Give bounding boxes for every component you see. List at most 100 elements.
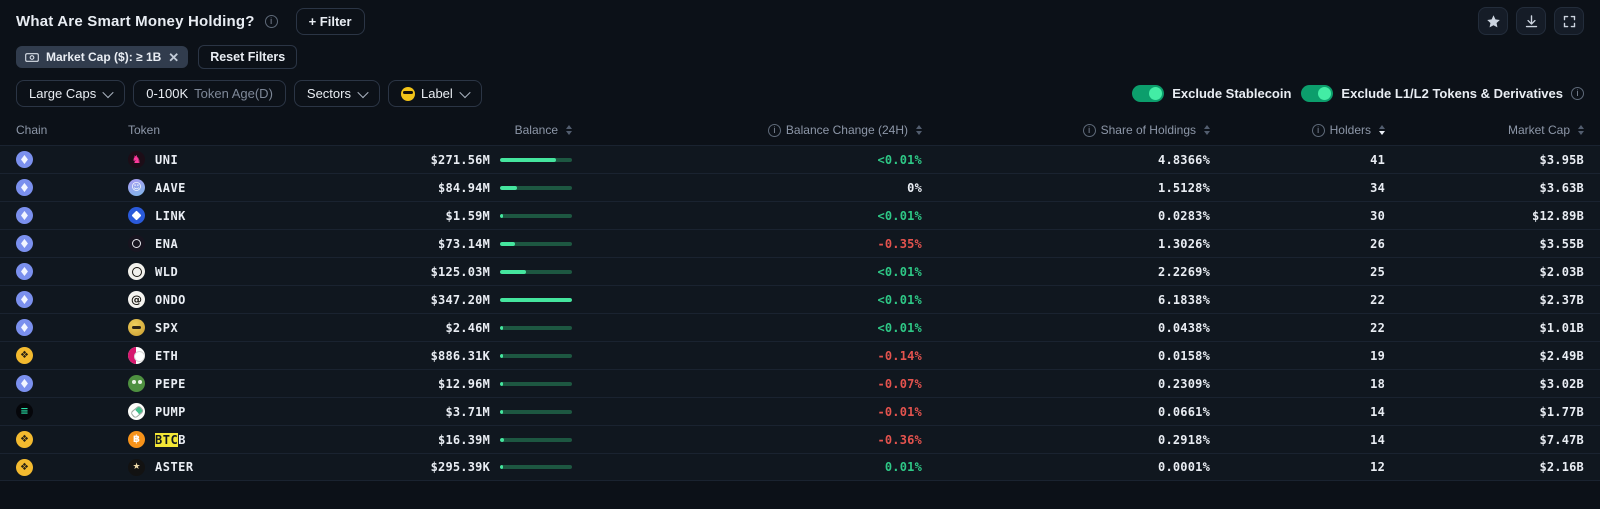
- balance-bar: [500, 270, 572, 274]
- market-cap-filter-chip[interactable]: Market Cap ($): ≥ 1B ✕: [16, 46, 188, 68]
- chain-cell: [16, 179, 128, 196]
- token-age-filter[interactable]: 0-100K Token Age(D): [133, 80, 286, 107]
- token-cell[interactable]: ENA: [128, 235, 314, 252]
- token-cell[interactable]: ETH: [128, 347, 314, 364]
- token-symbol[interactable]: UNI: [155, 153, 178, 167]
- balance-bar: [500, 298, 572, 302]
- reset-filters-button[interactable]: Reset Filters: [198, 45, 297, 69]
- sort-icon: [1578, 125, 1584, 135]
- token-symbol[interactable]: ASTER: [155, 460, 194, 474]
- chain-icon: [16, 291, 33, 308]
- balance-change-info-icon[interactable]: i: [768, 124, 781, 137]
- chain-icon: [16, 263, 33, 280]
- market-cap-value: $7.47B: [1385, 433, 1584, 447]
- smart-money-emoji-icon: [401, 87, 415, 101]
- token-symbol[interactable]: SPX: [155, 321, 178, 335]
- token-symbol[interactable]: PUMP: [155, 405, 186, 419]
- chain-icon: [16, 179, 33, 196]
- token-cell[interactable]: PUMP: [128, 403, 314, 420]
- table-header-row: Chain Token Balance i Balance Change (24…: [0, 115, 1600, 145]
- star-icon: [1486, 14, 1501, 29]
- large-caps-dropdown[interactable]: Large Caps: [16, 80, 125, 107]
- token-cell[interactable]: SPX: [128, 319, 314, 336]
- token-symbol[interactable]: LINK: [155, 209, 186, 223]
- token-cell[interactable]: AAVE: [128, 179, 314, 196]
- exclude-stablecoin-toggle[interactable]: [1132, 85, 1164, 102]
- column-header-share[interactable]: i Share of Holdings: [922, 123, 1210, 137]
- share-of-holdings-value: 4.8366%: [922, 153, 1210, 167]
- chain-cell: [16, 403, 128, 420]
- column-header-balance[interactable]: Balance: [314, 123, 572, 137]
- token-symbol[interactable]: ENA: [155, 237, 178, 251]
- column-header-holders[interactable]: i Holders: [1210, 123, 1385, 137]
- fullscreen-button[interactable]: [1554, 7, 1584, 35]
- holders-value: 22: [1210, 321, 1385, 335]
- control-row: Large Caps 0-100K Token Age(D) Sectors L…: [0, 73, 1600, 113]
- balance-change-value: -0.14%: [572, 349, 922, 363]
- balance-value: $1.59M: [445, 209, 490, 223]
- table-row[interactable]: UNI $271.56M <0.01% 4.8366% 41 $3.95B: [0, 145, 1600, 173]
- token-icon: [128, 263, 145, 280]
- column-header-market-cap[interactable]: Market Cap: [1385, 123, 1584, 137]
- sectors-dropdown[interactable]: Sectors: [294, 80, 380, 107]
- favorite-button[interactable]: [1478, 7, 1508, 35]
- token-cell[interactable]: PEPE: [128, 375, 314, 392]
- chain-cell: [16, 431, 128, 448]
- table-row[interactable]: ETH $886.31K -0.14% 0.0158% 19 $2.49B: [0, 341, 1600, 369]
- title-info-icon[interactable]: i: [265, 15, 278, 28]
- balance-bar: [500, 354, 572, 358]
- token-symbol[interactable]: ETH: [155, 349, 178, 363]
- remove-filter-icon[interactable]: ✕: [168, 51, 179, 64]
- table-row[interactable]: SPX $2.46M <0.01% 0.0438% 22 $1.01B: [0, 313, 1600, 341]
- table-row[interactable]: AAVE $84.94M 0% 1.5128% 34 $3.63B: [0, 173, 1600, 201]
- holders-info-icon[interactable]: i: [1312, 124, 1325, 137]
- token-symbol[interactable]: PEPE: [155, 377, 186, 391]
- token-cell[interactable]: WLD: [128, 263, 314, 280]
- token-symbol[interactable]: WLD: [155, 265, 178, 279]
- table-body: UNI $271.56M <0.01% 4.8366% 41 $3.95B AA…: [0, 145, 1600, 481]
- label-dropdown[interactable]: Label: [388, 80, 482, 107]
- token-cell[interactable]: ASTER: [128, 459, 314, 476]
- token-symbol[interactable]: AAVE: [155, 181, 186, 195]
- holders-value: 26: [1210, 237, 1385, 251]
- balance-bar: [500, 326, 572, 330]
- exclude-l1l2-toggle[interactable]: [1301, 85, 1333, 102]
- share-of-holdings-value: 1.5128%: [922, 181, 1210, 195]
- table-row[interactable]: PUMP $3.71M -0.01% 0.0661% 14 $1.77B: [0, 397, 1600, 425]
- table-row[interactable]: ENA $73.14M -0.35% 1.3026% 26 $3.55B: [0, 229, 1600, 257]
- token-cell[interactable]: UNI: [128, 151, 314, 168]
- table-row[interactable]: BTCB $16.39M -0.36% 0.2918% 14 $7.47B: [0, 425, 1600, 453]
- table-row[interactable]: ASTER $295.39K 0.01% 0.0001% 12 $2.16B: [0, 453, 1600, 481]
- share-info-icon[interactable]: i: [1083, 124, 1096, 137]
- topbar: What Are Smart Money Holding? i + Filter: [0, 0, 1600, 39]
- chain-cell: [16, 235, 128, 252]
- table-row[interactable]: PEPE $12.96M -0.07% 0.2309% 18 $3.02B: [0, 369, 1600, 397]
- active-filters-row: Market Cap ($): ≥ 1B ✕ Reset Filters: [0, 39, 1600, 73]
- token-cell[interactable]: ONDO: [128, 291, 314, 308]
- table-row[interactable]: WLD $125.03M <0.01% 2.2269% 25 $2.03B: [0, 257, 1600, 285]
- market-cap-filter-label: Market Cap ($): ≥ 1B: [46, 50, 161, 64]
- column-header-chain: Chain: [16, 123, 128, 137]
- token-cell[interactable]: LINK: [128, 207, 314, 224]
- chain-cell: [16, 151, 128, 168]
- column-header-balance-change[interactable]: i Balance Change (24H): [572, 123, 922, 137]
- table-row[interactable]: LINK $1.59M <0.01% 0.0283% 30 $12.89B: [0, 201, 1600, 229]
- token-cell[interactable]: BTCB: [128, 431, 314, 448]
- chain-icon: [16, 151, 33, 168]
- market-cap-value: $3.02B: [1385, 377, 1584, 391]
- balance-value: $271.56M: [431, 153, 490, 167]
- balance-cell: $73.14M: [314, 237, 572, 251]
- holders-value: 41: [1210, 153, 1385, 167]
- token-icon: [128, 151, 145, 168]
- l1l2-info-icon[interactable]: i: [1571, 87, 1584, 100]
- share-of-holdings-value: 2.2269%: [922, 265, 1210, 279]
- balance-value: $886.31K: [431, 349, 490, 363]
- balance-value: $125.03M: [431, 265, 490, 279]
- exclude-stablecoin-label: Exclude Stablecoin: [1172, 86, 1291, 101]
- table-row[interactable]: ONDO $347.20M <0.01% 6.1838% 22 $2.37B: [0, 285, 1600, 313]
- add-filter-button[interactable]: + Filter: [296, 8, 365, 35]
- token-symbol[interactable]: BTCB: [155, 433, 186, 447]
- chain-cell: [16, 319, 128, 336]
- token-symbol[interactable]: ONDO: [155, 293, 186, 307]
- download-button[interactable]: [1516, 7, 1546, 35]
